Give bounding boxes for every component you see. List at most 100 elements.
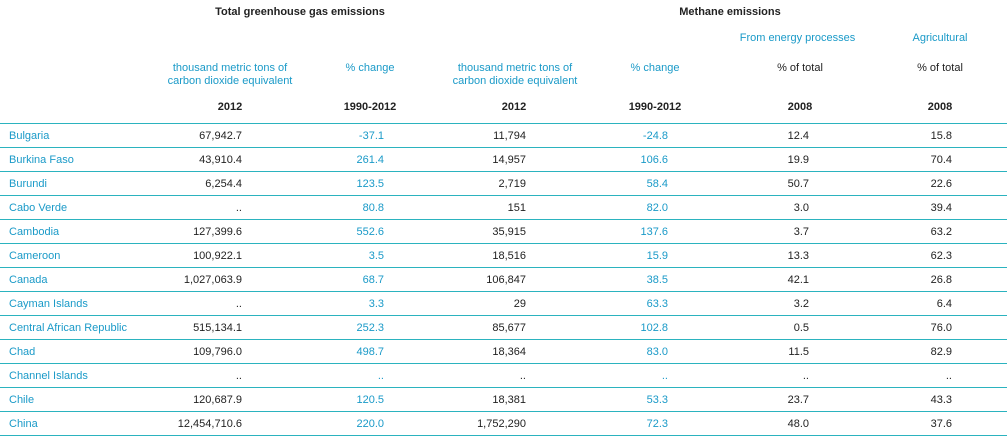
cell-energy-pct: 12.4 xyxy=(787,130,809,142)
row-divider xyxy=(0,171,1007,172)
cell-ch4-2012: 106,847 xyxy=(486,274,526,286)
table-row: Central African Republic 515,134.1 252.3 85… xyxy=(0,316,1007,340)
header-divider xyxy=(0,123,1007,124)
cell-ghg-2012: 12,454,710.6 xyxy=(177,418,242,430)
cell-ch4-2012: 11,794 xyxy=(493,130,526,142)
unit-ch4-change[interactable]: % change xyxy=(630,62,680,74)
cell-ch4-change: 137.6 xyxy=(640,226,668,238)
cell-ghg-change: 552.6 xyxy=(356,226,384,238)
cell-ch4-2012: 2,719 xyxy=(498,178,526,190)
row-divider xyxy=(0,411,1007,412)
row-divider xyxy=(0,219,1007,220)
cell-ghg-2012: 127,399.6 xyxy=(193,226,242,238)
country-link[interactable]: Burundi xyxy=(9,178,47,190)
cell-energy-pct: 23.7 xyxy=(787,394,809,406)
row-divider xyxy=(0,147,1007,148)
cell-agri-pct: 62.3 xyxy=(930,250,952,262)
cell-agri-pct: 43.3 xyxy=(930,394,952,406)
group-title-total-ghg: Total greenhouse gas emissions xyxy=(215,6,385,18)
year-ch4-2012: 2012 xyxy=(501,101,527,113)
cell-ch4-change: .. xyxy=(661,370,668,382)
country-link[interactable]: Chile xyxy=(9,394,35,406)
country-link[interactable]: Cayman Islands xyxy=(9,298,88,310)
cell-ghg-2012: 120,687.9 xyxy=(193,394,242,406)
cell-ch4-2012: 85,677 xyxy=(492,322,526,334)
country-link[interactable]: Cameroon xyxy=(9,250,61,262)
cell-energy-pct: 0.5 xyxy=(793,322,809,334)
cell-ch4-change: 15.9 xyxy=(646,250,668,262)
cell-ch4-change: -24.8 xyxy=(642,130,668,142)
group-title-methane: Methane emissions xyxy=(679,6,781,18)
country-link[interactable]: Canada xyxy=(9,274,48,286)
cell-ch4-2012: .. xyxy=(519,370,526,382)
year-ch4-change: 1990-2012 xyxy=(628,101,682,113)
row-divider xyxy=(0,387,1007,388)
cell-ch4-2012: 18,381 xyxy=(492,394,526,406)
cell-ghg-2012: .. xyxy=(235,202,242,214)
table-row: China 12,454,710.6 220.0 1,752,290 72.3 48.0 3… xyxy=(0,412,1007,436)
row-divider xyxy=(0,243,1007,244)
cell-ghg-2012: 6,254.4 xyxy=(205,178,242,190)
cell-energy-pct: 19.9 xyxy=(787,154,809,166)
table-row: Channel Islands............ xyxy=(0,364,1007,388)
cell-energy-pct: 50.7 xyxy=(787,178,809,190)
row-divider xyxy=(0,267,1007,268)
cell-ghg-2012: 515,134.1 xyxy=(193,322,242,334)
cell-energy-pct: 42.1 xyxy=(787,274,809,286)
row-divider xyxy=(0,363,1007,364)
subheader-agricultural[interactable]: Agricultural xyxy=(912,32,968,44)
cell-ch4-change: 38.5 xyxy=(646,274,668,286)
country-link[interactable]: Burkina Faso xyxy=(9,154,74,166)
cell-ghg-change: 80.8 xyxy=(362,202,384,214)
year-ghg-2012: 2012 xyxy=(217,101,243,113)
cell-ghg-2012: .. xyxy=(235,370,242,382)
cell-ghg-2012: .. xyxy=(235,298,242,310)
country-link[interactable]: China xyxy=(9,418,38,430)
table-row: Cambodia 127,399.6 552.6 35,915 137.6 3.7 63.2 xyxy=(0,220,1007,244)
row-divider xyxy=(0,291,1007,292)
country-link[interactable]: Bulgaria xyxy=(9,130,50,142)
cell-ghg-change: 3.5 xyxy=(368,250,384,262)
cell-agri-pct: 82.9 xyxy=(930,346,952,358)
row-divider xyxy=(0,315,1007,316)
cell-ghg-2012: 100,922.1 xyxy=(193,250,242,262)
country-link[interactable]: Cabo Verde xyxy=(9,202,68,214)
unit-ch4-2012[interactable]: thousand metric tons of carbon dioxide e… xyxy=(452,62,578,87)
cell-ghg-change: 68.7 xyxy=(362,274,384,286)
cell-energy-pct: 48.0 xyxy=(787,418,809,430)
cell-ch4-change: 102.8 xyxy=(640,322,668,334)
cell-ch4-change: 63.3 xyxy=(646,298,668,310)
table-row: Burundi 6,254.4 123.5 2,719 58.4 50.7 22.6 xyxy=(0,172,1007,196)
unit-ghg-change[interactable]: % change xyxy=(345,62,395,74)
cell-agri-pct: 26.8 xyxy=(930,274,952,286)
cell-energy-pct: 11.5 xyxy=(788,346,809,358)
cell-energy-pct: 13.3 xyxy=(787,250,809,262)
unit-ghg-2012[interactable]: thousand metric tons of carbon dioxide e… xyxy=(167,62,293,87)
year-energy: 2008 xyxy=(787,101,813,113)
cell-agri-pct: 37.6 xyxy=(930,418,952,430)
cell-ghg-change: 220.0 xyxy=(356,418,384,430)
cell-ghg-change: -37.1 xyxy=(358,130,384,142)
subheader-energy-processes[interactable]: From energy processes xyxy=(739,32,856,44)
cell-ch4-2012: 1,752,290 xyxy=(477,418,526,430)
cell-ghg-change: 123.5 xyxy=(356,178,384,190)
cell-ch4-2012: 14,957 xyxy=(492,154,526,166)
cell-agri-pct: 39.4 xyxy=(930,202,952,214)
cell-ghg-change: 261.4 xyxy=(356,154,384,166)
cell-ghg-change: 252.3 xyxy=(356,322,384,334)
country-link[interactable]: Cambodia xyxy=(9,226,60,238)
cell-ch4-change: 83.0 xyxy=(646,346,668,358)
cell-ghg-change: 3.3 xyxy=(368,298,384,310)
country-link[interactable]: Chad xyxy=(9,346,36,358)
cell-ch4-2012: 35,915 xyxy=(492,226,526,238)
table-row: Canada 1,027,063.9 68.7 106,847 38.5 42.1 26.8 xyxy=(0,268,1007,292)
cell-ch4-change: 58.4 xyxy=(646,178,668,190)
cell-energy-pct: .. xyxy=(802,370,809,382)
cell-ghg-change: 498.7 xyxy=(356,346,384,358)
cell-ghg-2012: 67,942.7 xyxy=(199,130,242,142)
table-row: Chile 120,687.9 120.5 18,381 53.3 23.7 43.3 xyxy=(0,388,1007,412)
country-link[interactable]: Channel Islands xyxy=(9,370,88,382)
cell-ch4-change: 82.0 xyxy=(646,202,668,214)
country-link[interactable]: Central African Republic xyxy=(9,322,128,334)
table-row: Chad 109,796.0 498.7 18,364 83.0 11.5 82.9 xyxy=(0,340,1007,364)
